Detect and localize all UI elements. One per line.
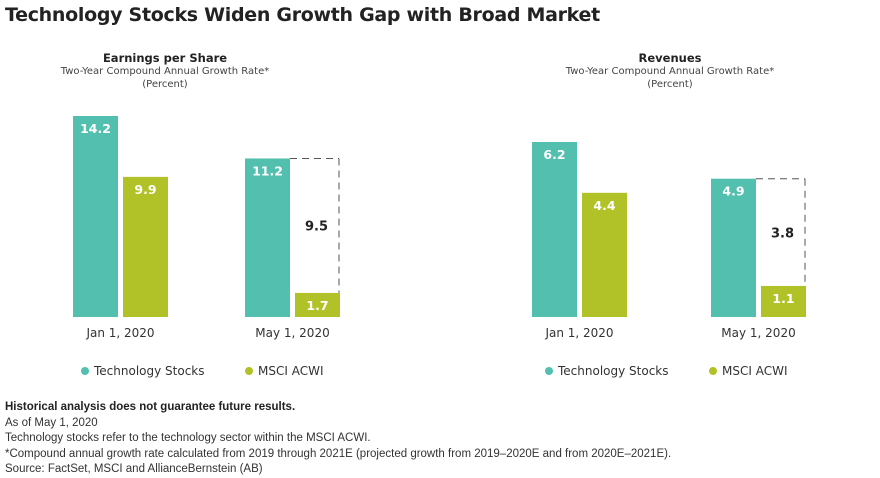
revenues-bar xyxy=(582,192,627,317)
eps-bar-value-label: 9.9 xyxy=(134,182,156,197)
eps-bar-value-label: 1.7 xyxy=(306,298,328,313)
eps-chart-title: Earnings per Share xyxy=(102,51,228,65)
revenues-bar-value-label: 4.4 xyxy=(593,198,615,213)
eps-chart-header: Earnings per Share Two-Year Compound Ann… xyxy=(15,51,315,91)
revenues-bar xyxy=(761,285,806,317)
revenues-bar xyxy=(711,178,756,317)
eps-bar-value-label: 14.2 xyxy=(80,121,111,136)
revenues-chart-unit: (Percent) xyxy=(647,79,693,90)
eps-chart-unit: (Percent) xyxy=(142,79,188,90)
legend-dot-icon xyxy=(545,367,553,375)
legend-dot-icon xyxy=(245,367,253,375)
disclaimer: Historical analysis does not guarantee f… xyxy=(5,401,296,413)
eps-bar xyxy=(123,176,168,317)
eps-bar xyxy=(245,158,290,317)
revenues-legend-item-acwi: MSCI ACWI xyxy=(709,364,787,378)
footnotes: Historical analysis does not guarantee f… xyxy=(5,400,671,478)
note-line: As of May 1, 2020 xyxy=(5,416,98,429)
eps-legend-item-tech: Technology Stocks xyxy=(81,364,205,378)
revenues-bar-value-label: 1.1 xyxy=(772,291,794,306)
eps-gap-label: 9.5 xyxy=(305,220,328,235)
revenues-bar xyxy=(532,142,577,317)
revenues-gap-label: 3.8 xyxy=(771,226,794,241)
revenues-bar-value-label: 4.9 xyxy=(722,184,744,199)
revenues-chart-title: Revenues xyxy=(638,51,702,65)
legend-label: MSCI ACWI xyxy=(258,364,324,378)
eps-chart-subtitle: Two-Year Compound Annual Growth Rate* xyxy=(60,66,270,77)
eps-bar xyxy=(73,116,118,317)
legend-dot-icon xyxy=(709,367,717,375)
legend-dot-icon xyxy=(81,367,89,375)
revenues-bar-value-label: 6.2 xyxy=(543,147,565,162)
revenues-chart-header: Revenues Two-Year Compound Annual Growth… xyxy=(520,51,820,91)
eps-category-label: Jan 1, 2020 xyxy=(85,326,154,340)
page-title: Technology Stocks Widen Growth Gap with … xyxy=(5,4,600,26)
legend-label: MSCI ACWI xyxy=(722,364,788,378)
eps-bar-value-label: 11.2 xyxy=(252,163,283,178)
note-line: *Compound annual growth rate calculated … xyxy=(5,447,672,460)
note-line: Source: FactSet, MSCI and AllianceBernst… xyxy=(5,463,263,475)
legend-label: Technology Stocks xyxy=(94,364,205,378)
legend-label: Technology Stocks xyxy=(558,364,669,378)
revenues-legend-item-tech: Technology Stocks xyxy=(545,364,669,378)
note-line: Technology stocks refer to the technolog… xyxy=(5,432,371,444)
revenues-category-label: Jan 1, 2020 xyxy=(544,326,613,340)
eps-legend-item-acwi: MSCI ACWI xyxy=(245,364,323,378)
eps-bar xyxy=(295,292,340,317)
eps-category-label: May 1, 2020 xyxy=(255,326,329,340)
revenues-category-label: May 1, 2020 xyxy=(721,326,795,340)
revenues-chart-subtitle: Two-Year Compound Annual Growth Rate* xyxy=(565,66,775,77)
